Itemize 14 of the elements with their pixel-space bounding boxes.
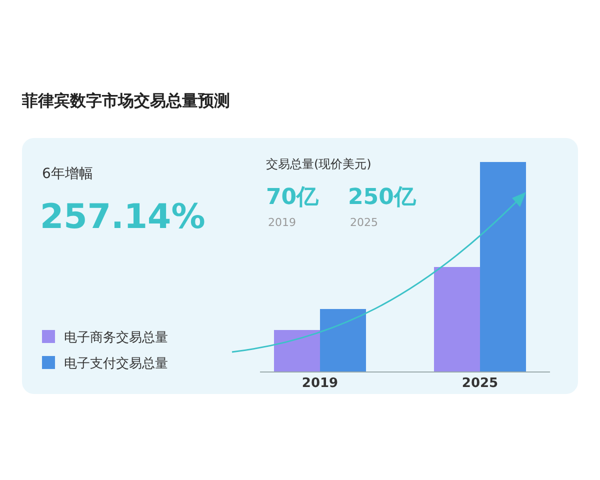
text: 257.14%: [40, 197, 206, 237]
text: 6年增幅: [42, 166, 93, 182]
annotation: 2019: [268, 216, 296, 229]
bar: [434, 267, 480, 372]
annotation: 2025: [350, 216, 378, 229]
annotation: 70亿: [266, 185, 320, 210]
text: 菲律宾数字市场交易总量预测: [21, 91, 230, 110]
legend-label: 电子支付交易总量: [64, 356, 168, 372]
bar: [480, 162, 526, 372]
legend-label: 电子商务交易总量: [64, 330, 168, 346]
annotation: 交易总量(现价美元): [266, 157, 372, 171]
annotation: 250亿: [348, 185, 417, 210]
bar: [320, 309, 366, 372]
bar: [274, 330, 320, 372]
